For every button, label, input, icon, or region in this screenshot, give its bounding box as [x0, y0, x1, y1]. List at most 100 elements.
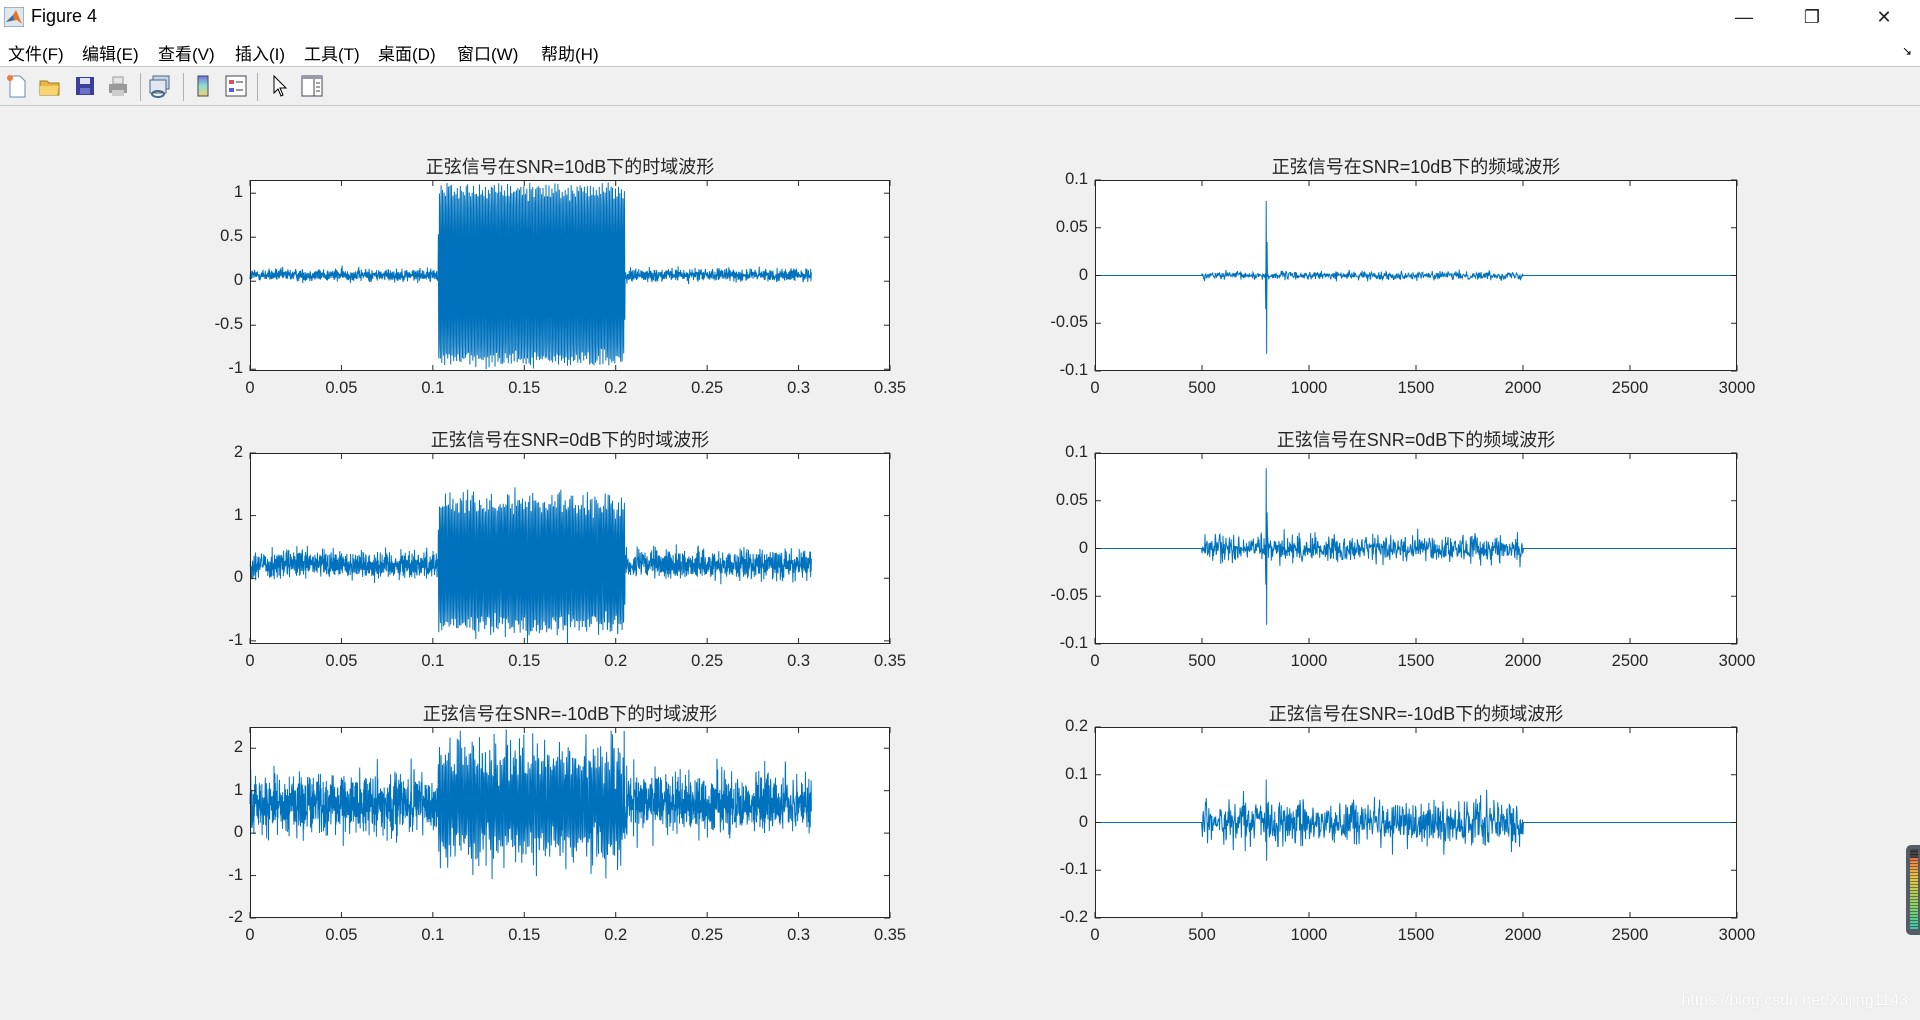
- x-tick-label: 0.25: [691, 926, 724, 944]
- x-tick-label: 500: [1188, 652, 1216, 670]
- x-tick-label: 0.35: [873, 926, 907, 944]
- time-domain-axes-snr-0db[interactable]: 正弦信号在SNR=0dB下的时域波形 0 0.05 0.1 0.15 0.2 0.25 0.3…: [228, 430, 906, 670]
- toolbar-separator: [183, 73, 184, 101]
- x-tick-label: 3000: [1718, 652, 1756, 670]
- x-tick-label: 3000: [1718, 379, 1756, 397]
- plot-area: [1094, 452, 1738, 645]
- x-tick-label: 0.15: [508, 926, 541, 944]
- property-editor-icon[interactable]: [299, 73, 325, 99]
- axes-title: 正弦信号在SNR=0dB下的时域波形: [430, 430, 710, 450]
- y-tick-label: -0.1: [1059, 634, 1088, 652]
- series-line: [1095, 201, 1737, 354]
- x-tick-label: 0.1: [421, 652, 445, 670]
- x-tick-label: 0.35: [873, 379, 907, 397]
- y-tick-label: 0: [233, 823, 243, 842]
- y-tick-label: 0.1: [1065, 443, 1088, 461]
- y-tick-label: -0.1: [1059, 860, 1088, 879]
- x-tick-label: 2000: [1504, 652, 1542, 670]
- link-plot-icon[interactable]: [147, 73, 173, 99]
- plot-area: [1094, 179, 1738, 372]
- x-tick-label: 0.2: [604, 379, 628, 397]
- menu-view[interactable]: 查看(V): [158, 45, 215, 64]
- colorbar-icon[interactable]: [190, 73, 216, 99]
- freq-domain-axes-snr-10db[interactable]: 正弦信号在SNR=10dB下的频域波形 0 500 1000 1500 2000 2500 3…: [1050, 157, 1755, 397]
- legend-icon[interactable]: [223, 73, 249, 99]
- menu-desktop[interactable]: 桌面(D): [378, 45, 436, 64]
- y-tick-label: 0: [1078, 812, 1088, 831]
- x-tick-label: 0.15: [508, 652, 541, 670]
- menu-tools[interactable]: 工具(T): [304, 45, 360, 64]
- save-icon[interactable]: [72, 73, 98, 99]
- y-tick-label: 1: [233, 505, 243, 524]
- axes-title: 正弦信号在SNR=-10dB下的时域波形: [422, 704, 718, 724]
- x-tick-label: 1000: [1290, 379, 1328, 397]
- menu-window[interactable]: 窗口(W): [457, 45, 519, 64]
- x-tick-label: 0.25: [691, 652, 724, 670]
- y-tick-label: -1: [228, 630, 243, 649]
- print-icon[interactable]: [105, 73, 131, 99]
- x-tick-label: 0.15: [508, 379, 541, 397]
- y-tick-label: -0.1: [1059, 361, 1088, 379]
- axes-box: [250, 180, 890, 371]
- y-tick-label: -0.05: [1050, 586, 1088, 605]
- y-tick-label: -1: [228, 865, 243, 884]
- time-domain-axes-snr-10db[interactable]: 正弦信号在SNR=10dB下的时域波形 0 0.05 0.1 0.15 0.2 0.25 0.…: [215, 157, 907, 397]
- freq-domain-axes-snr-0db[interactable]: 正弦信号在SNR=0dB下的频域波形 0 500 1000 1500 2000 2500 30…: [1050, 430, 1755, 670]
- x-tick-label: 3000: [1718, 926, 1756, 944]
- menu-edit[interactable]: 编辑(E): [82, 45, 139, 64]
- y-tick-label: -0.05: [1050, 313, 1088, 332]
- y-tick-label: 2: [233, 443, 243, 461]
- x-tick-label: 0: [245, 652, 255, 670]
- axes-box: [250, 453, 890, 644]
- y-tick-label: -1: [228, 359, 243, 378]
- x-tick-label: 0.3: [787, 652, 811, 670]
- toolbar-separator: [140, 73, 141, 101]
- close-button[interactable]: ✕: [1876, 6, 1892, 27]
- x-tick-label: 0.35: [873, 652, 907, 670]
- matlab-logo-icon: [4, 7, 24, 27]
- x-tick-label: 2000: [1504, 379, 1542, 397]
- new-figure-icon[interactable]: [4, 73, 30, 99]
- y-tick-label: 0.05: [1055, 217, 1088, 236]
- menu-file[interactable]: 文件(F): [8, 45, 64, 64]
- menu-bar: 文件(F) 编辑(E) 查看(V) 插入(I) 工具(T) 桌面(D) 窗口(W…: [0, 34, 1920, 67]
- y-tick-label: 1: [233, 183, 243, 202]
- x-tick-label: 0: [1090, 652, 1100, 670]
- x-tick-label: 2000: [1504, 926, 1542, 944]
- x-tick-label: 1000: [1290, 652, 1328, 670]
- x-tick-label: 1500: [1397, 926, 1435, 944]
- axes-title: 正弦信号在SNR=-10dB下的频域波形: [1268, 704, 1564, 724]
- open-file-icon[interactable]: [37, 73, 63, 99]
- y-tick-label: -2: [228, 908, 243, 926]
- dock-arrow-icon[interactable]: ↘: [1901, 44, 1912, 58]
- y-tick-label: 0.5: [220, 227, 243, 246]
- toolbar-separator: [257, 73, 258, 101]
- freq-domain-axes-snr-minus10db[interactable]: 正弦信号在SNR=-10dB下的频域波形 0 500 1000 1500 2000 2500…: [1060, 704, 1756, 944]
- x-tick-label: 0: [1090, 926, 1100, 944]
- menu-help[interactable]: 帮助(H): [541, 45, 599, 64]
- pointer-icon[interactable]: [266, 73, 292, 99]
- plot-area: [249, 452, 891, 645]
- restore-button[interactable]: ❐: [1803, 6, 1821, 27]
- time-domain-axes-snr-minus10db[interactable]: 正弦信号在SNR=-10dB下的时域波形 0 0.05 0.1 0.15 0.2 0.25 0…: [228, 704, 906, 944]
- plot-area: [1094, 726, 1738, 919]
- menu-insert[interactable]: 插入(I): [235, 45, 286, 64]
- series-line: [1095, 468, 1737, 625]
- x-tick-label: 0.2: [604, 652, 628, 670]
- x-tick-label: 0.2: [604, 926, 628, 944]
- series-line: [249, 487, 812, 645]
- y-tick-label: 2: [233, 738, 243, 757]
- y-tick-label: 0: [1078, 265, 1088, 284]
- axes-title: 正弦信号在SNR=10dB下的时域波形: [425, 157, 715, 177]
- audio-level-meter-icon: [1906, 845, 1920, 935]
- plot-area: [249, 727, 891, 919]
- series-line: [249, 729, 812, 880]
- x-tick-label: 2500: [1611, 652, 1649, 670]
- x-tick-label: 0.3: [787, 926, 811, 944]
- x-tick-label: 2500: [1611, 379, 1649, 397]
- minimize-button[interactable]: —: [1735, 6, 1753, 27]
- x-tick-label: 500: [1188, 379, 1216, 397]
- x-tick-label: 0: [245, 379, 255, 397]
- y-tick-label: 0: [233, 568, 243, 587]
- x-tick-label: 1500: [1397, 379, 1435, 397]
